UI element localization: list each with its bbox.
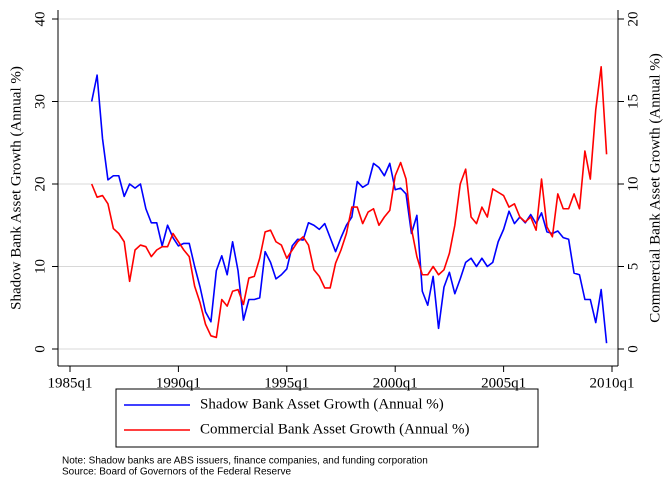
y2-tick-label: 0 [625, 345, 641, 353]
legend [115, 388, 539, 448]
y-tick-label: 20 [32, 177, 48, 192]
x-tick-label: 2005q1 [481, 375, 526, 391]
legend-label: Shadow Bank Asset Growth (Annual %) [200, 396, 444, 412]
x-tick-label: 2010q1 [590, 375, 635, 391]
x-tick-label: 2000q1 [373, 375, 418, 391]
x-tick-label: 1990q1 [156, 375, 201, 391]
y-axis-title: Shadow Bank Asset Growth (Annual %) [8, 66, 24, 310]
x-tick-label: 1995q1 [264, 375, 309, 391]
note: Note: Shadow banks are ABS issuers, fina… [62, 456, 428, 467]
source: Source: Board of Governors of the Federa… [62, 467, 291, 478]
y2-tick-label: 20 [625, 12, 641, 27]
y-tick-label: 0 [32, 345, 48, 353]
y-tick-label: 30 [32, 94, 48, 109]
y2-tick-label: 5 [625, 263, 641, 271]
y2-axis-title: Commercial Bank Asset Growth (Annual %) [647, 53, 663, 323]
y2-tick-label: 15 [625, 94, 641, 109]
grid [58, 18, 618, 350]
series-line [90, 66, 608, 339]
y-tick-label: 40 [32, 12, 48, 27]
y-tick-label: 10 [32, 259, 48, 274]
legend-label: Commercial Bank Asset Growth (Annual %) [200, 421, 470, 437]
x-tick-label: 1985q1 [48, 375, 93, 391]
y2-tick-label: 10 [625, 177, 641, 192]
